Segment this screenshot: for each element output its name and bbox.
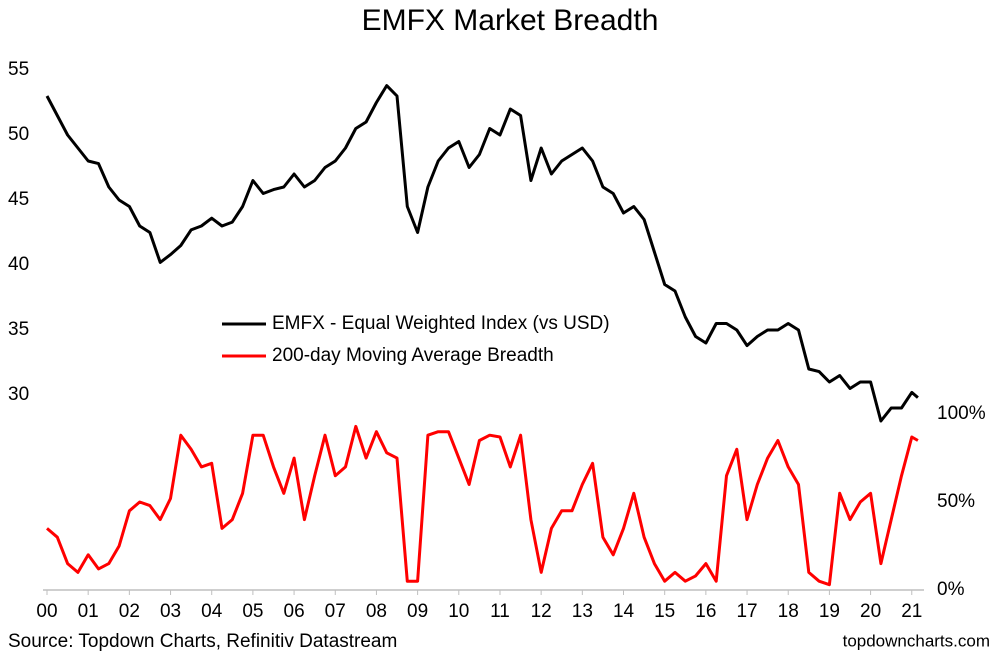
x-tick-label: 16 [695, 601, 716, 622]
y2-tick-label: 0% [937, 579, 965, 600]
y2-tick-label: 100% [937, 403, 986, 424]
x-tick-label: 08 [366, 601, 387, 622]
x-tick-label: 02 [119, 601, 140, 622]
x-tick-label: 20 [860, 601, 881, 622]
y-tick-label: 50 [8, 124, 29, 145]
y-tick-label: 35 [8, 319, 29, 340]
x-tick-label: 19 [819, 601, 840, 622]
y-tick-label: 40 [8, 254, 29, 275]
x-tick-label: 04 [201, 601, 223, 622]
legend-label: EMFX - Equal Weighted Index (vs USD) [272, 313, 610, 334]
x-tick-label: 17 [736, 601, 757, 622]
x-tick-label: 09 [407, 601, 428, 622]
legend-label: 200-day Moving Average Breadth [272, 345, 554, 366]
y2-tick-label: 50% [937, 491, 975, 512]
x-tick-label: 10 [448, 601, 469, 622]
y-tick-label: 30 [8, 384, 29, 405]
source-note: Source: Topdown Charts, Refinitiv Datast… [8, 631, 397, 652]
x-tick-label: 12 [531, 601, 552, 622]
y-tick-label: 45 [8, 189, 29, 210]
chart-title: EMFX Market Breadth [362, 4, 659, 37]
series-line [46, 424, 919, 587]
x-tick-label: 21 [901, 601, 922, 622]
series-line [45, 84, 919, 423]
x-tick-label: 11 [490, 601, 510, 622]
x-tick-label: 14 [613, 601, 635, 622]
x-tick-label: 03 [160, 601, 181, 622]
x-tick-label: 13 [572, 601, 593, 622]
x-tick-label: 06 [284, 601, 305, 622]
y-tick-label: 55 [8, 59, 29, 80]
x-tick-label: 18 [778, 601, 799, 622]
x-tick-label: 15 [654, 601, 675, 622]
x-tick-label: 07 [325, 601, 346, 622]
x-tick-label: 00 [36, 601, 57, 622]
x-tick-label: 01 [78, 601, 99, 622]
x-tick-label: 05 [242, 601, 263, 622]
watermark: topdowncharts.com [843, 631, 990, 650]
